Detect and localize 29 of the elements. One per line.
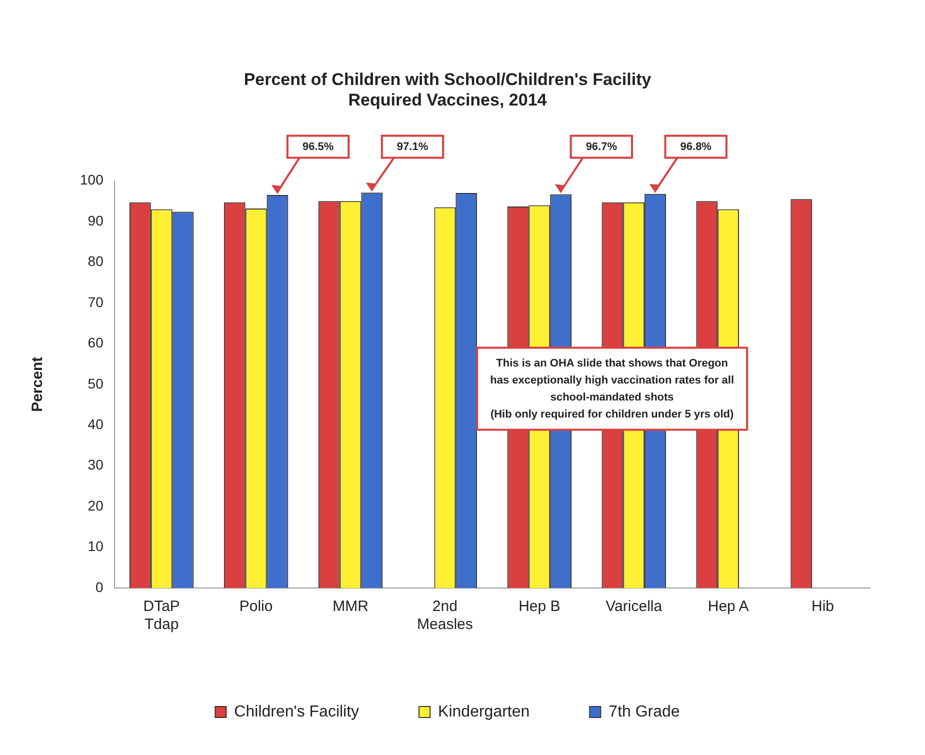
y-tick-label: 100 <box>80 172 104 188</box>
x-tick-label: MMR <box>332 598 369 616</box>
data-label: 96.8% <box>680 140 712 153</box>
data-label: 97.1% <box>396 140 428 153</box>
y-tick-label: 10 <box>88 538 104 554</box>
x-tick-label: 2nd Measles <box>417 598 473 634</box>
legend-label: Children's Facility <box>234 703 360 720</box>
data-label: 96.5% <box>302 140 334 153</box>
y-tick-label: 50 <box>88 375 104 392</box>
y-tick-label: 80 <box>88 253 104 270</box>
y-tick-label: 90 <box>88 212 104 228</box>
x-tick-label: Hep B <box>518 598 560 616</box>
legend-label: Kindergarten <box>438 703 530 720</box>
y-axis-title: Percent <box>29 356 46 412</box>
x-tick-label: DTaP Tdap <box>143 598 180 634</box>
y-tick-label: 30 <box>88 456 104 473</box>
y-tick-label: 40 <box>88 416 104 432</box>
y-tick-label: 0 <box>96 578 104 595</box>
x-tick-label: Varicella <box>606 598 663 616</box>
data-label: 96.7% <box>586 140 618 153</box>
y-tick-label: 20 <box>88 497 104 514</box>
y-tick-label: 60 <box>88 334 104 351</box>
y-tick-label: 70 <box>88 294 104 310</box>
legend-label: 7th Grade <box>608 703 680 720</box>
x-tick-label: Hib <box>812 598 834 616</box>
chart-title: Percent of Children with School/Children's Facility Required Vaccines, 2014 <box>244 70 652 110</box>
x-tick-label: Polio <box>239 598 273 616</box>
annotation: This is an OHA slide that shows that Oregon has exceptionally high vaccination rates for all school-mandated shots (Hib only required for children under 5 yrs old) <box>490 357 734 420</box>
x-tick-label: Hep A <box>708 598 749 616</box>
